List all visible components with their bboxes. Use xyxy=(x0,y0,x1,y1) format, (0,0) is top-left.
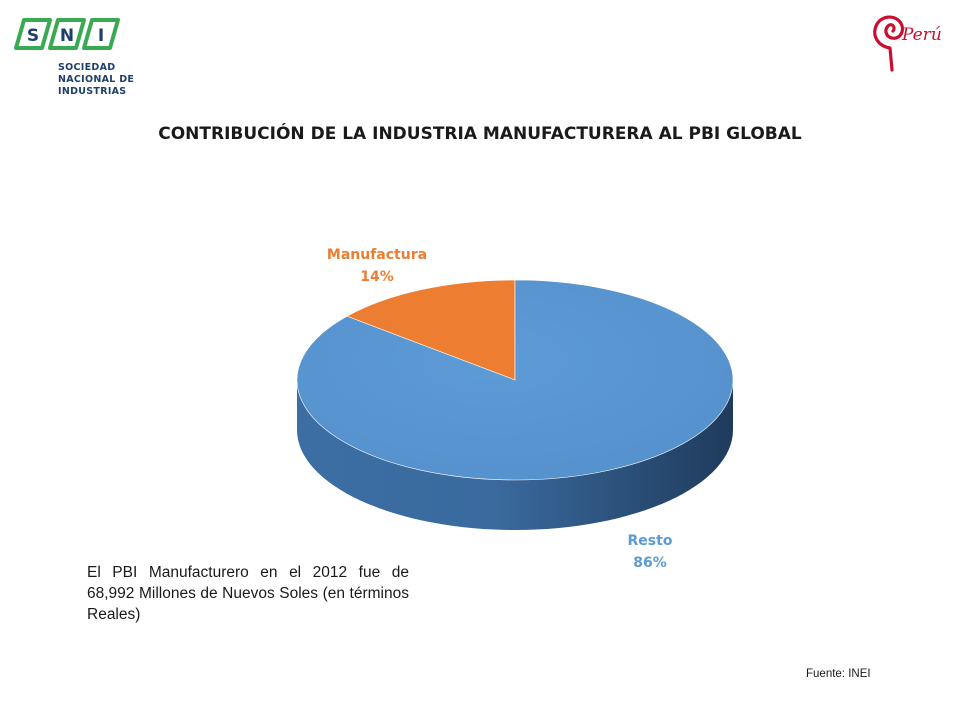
peru-wordmark: Perú xyxy=(901,25,942,45)
manufactura-label: Manufactura 14% xyxy=(318,244,436,288)
sni-line-3: INDUSTRIAS xyxy=(58,86,127,97)
peru-logo: Perú xyxy=(866,10,950,76)
source-text: Fuente: INEI xyxy=(806,668,871,680)
resto-label: Resto 86% xyxy=(604,530,696,574)
sni-logo-text: SOCIEDAD NACIONAL DE INDUSTRIAS xyxy=(58,62,134,98)
chart-title: CONTRIBUCIÓN DE LA INDUSTRIA MANUFACTURE… xyxy=(158,124,802,144)
sni-line-1: SOCIEDAD xyxy=(58,62,116,73)
pie-side-resto xyxy=(297,380,733,530)
sni-letter-n: N xyxy=(60,26,74,46)
sni-logo-badges xyxy=(14,18,120,50)
sni-letter-i: I xyxy=(98,26,104,46)
resto-value: 86% xyxy=(633,555,667,571)
sni-letter-s: S xyxy=(27,26,39,46)
manufactura-category: Manufactura xyxy=(326,247,428,263)
note-text: El PBI Manufacturero en el 2012 fue de 6… xyxy=(87,564,409,623)
manufactura-value: 14% xyxy=(360,269,394,285)
peru-logo-mark: Perú xyxy=(873,15,942,72)
sni-line-2: NACIONAL DE xyxy=(58,74,135,85)
peru-spiral-icon xyxy=(873,15,905,72)
sni-logo: S N I SOCIEDAD NACIONAL DE INDUSTRIAS xyxy=(14,16,164,106)
sni-logo-mark: S N I xyxy=(14,18,120,50)
pie-slice-manufactura xyxy=(346,279,516,381)
resto-category: Resto xyxy=(627,533,673,549)
pie-slice-resto xyxy=(296,279,734,481)
